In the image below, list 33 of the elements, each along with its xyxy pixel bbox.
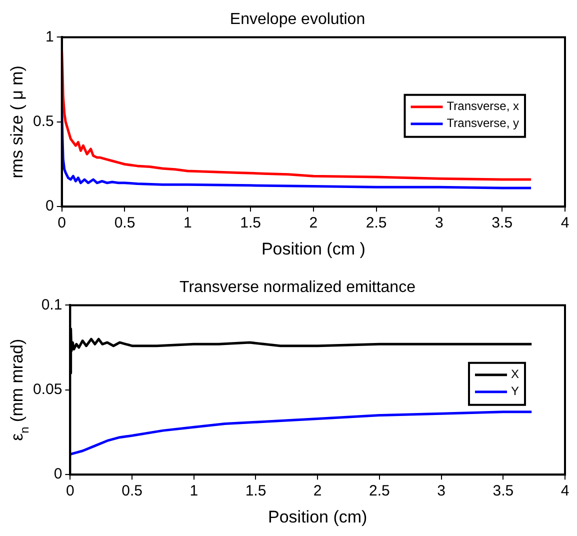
y-tick-label: 0.1: [41, 296, 62, 314]
x-tick-label: 2: [309, 214, 318, 232]
x-tick-label: 0.5: [114, 214, 136, 232]
chart-title: Transverse normalized emittance: [180, 279, 416, 296]
y-tick-label: 0: [54, 466, 62, 483]
y-tick-label: 1: [46, 28, 54, 46]
y-tick-label: 0: [46, 198, 54, 215]
legend-label: Transverse, y: [446, 116, 520, 130]
x-axis-title: Position (cm ): [261, 239, 366, 258]
y-tick-label: 0.5: [32, 113, 54, 130]
x-tick-label: 4: [560, 482, 570, 500]
x-tick-label: 4: [560, 214, 570, 232]
x-tick-label: 0.5: [122, 482, 142, 500]
legend-label: X: [510, 367, 520, 382]
chart-title: Envelope evolution: [230, 11, 366, 28]
x-axis-title: Position (cm): [268, 507, 368, 526]
x-tick-label: 2.5: [366, 214, 387, 232]
legend-label: Transverse, x: [446, 99, 520, 114]
x-tick-label: 3: [437, 482, 446, 500]
y-tick-label: 0.05: [32, 381, 62, 398]
x-tick-label: 0: [66, 482, 74, 500]
x-tick-label: 3: [435, 214, 444, 232]
y-axis-title: εn (mm mrad): [8, 338, 32, 441]
x-tick-label: 1.5: [240, 214, 261, 232]
x-tick-label: 3.5: [492, 482, 514, 500]
x-tick-label: 3.5: [492, 214, 513, 232]
x-tick-label: 2: [313, 482, 322, 500]
x-tick-label: 1: [183, 214, 192, 232]
legend-label: Y: [510, 384, 520, 398]
x-tick-label: 2.5: [369, 482, 390, 500]
x-tick-label: 1.5: [245, 482, 266, 500]
y-axis-title: rms size ( μ m): [8, 66, 27, 178]
x-tick-label: 1: [190, 482, 198, 500]
